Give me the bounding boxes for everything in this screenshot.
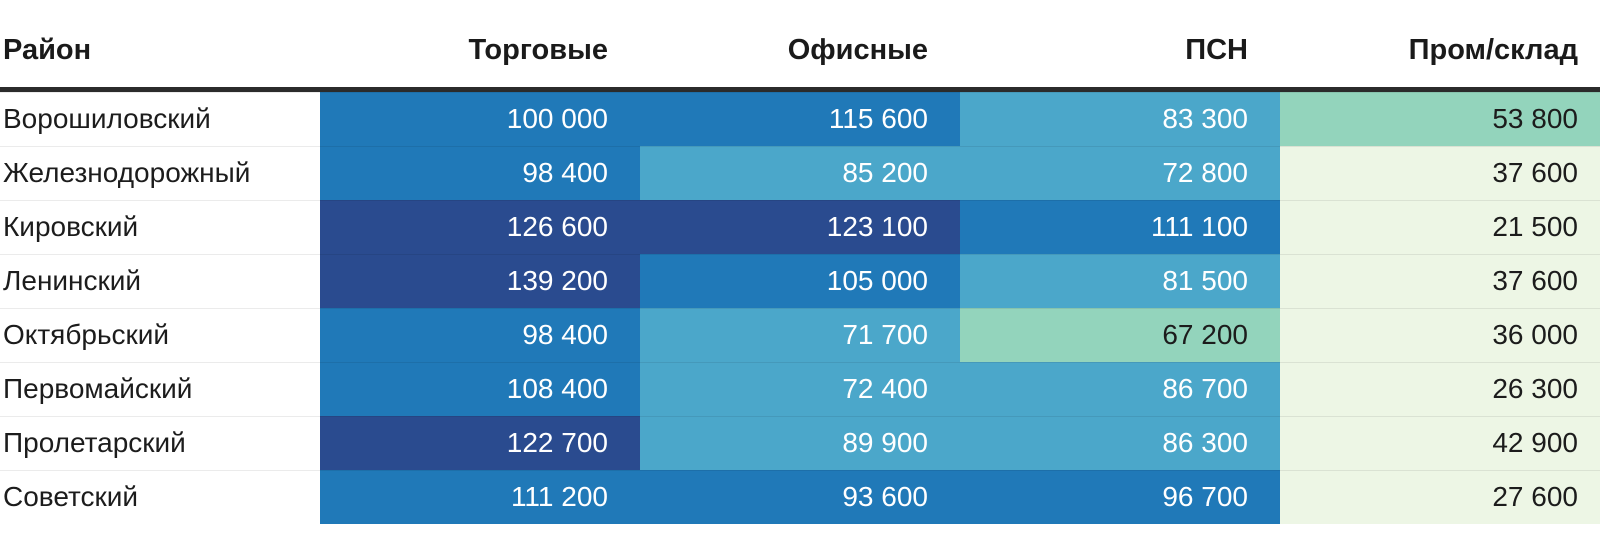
- column-header-retail: Торговые: [468, 34, 608, 66]
- table-row: Первомайский 108 400 72 400 86 700 26 300: [0, 362, 1600, 416]
- table-row: Кировский 126 600 123 100 111 100 21 500: [0, 200, 1600, 254]
- value-cell: 100 000: [320, 92, 640, 146]
- value-cell: 67 200: [960, 308, 1280, 362]
- district-cell: Советский: [0, 470, 320, 524]
- district-cell: Пролетарский: [0, 416, 320, 470]
- value-cell: 81 500: [960, 254, 1280, 308]
- value-cell: 53 800: [1280, 92, 1600, 146]
- district-price-heatmap-table: Район Торговые Офисные ПСН Пром/склад Во…: [0, 0, 1600, 524]
- column-header-district: Район: [3, 34, 92, 66]
- value-cell: 96 700: [960, 470, 1280, 524]
- value-cell: 27 600: [1280, 470, 1600, 524]
- district-cell: Ворошиловский: [0, 92, 320, 146]
- district-cell: Октябрьский: [0, 308, 320, 362]
- value-cell: 108 400: [320, 362, 640, 416]
- value-cell: 111 100: [960, 200, 1280, 254]
- value-cell: 93 600: [640, 470, 960, 524]
- district-cell: Первомайский: [0, 362, 320, 416]
- table-header-row: Район Торговые Офисные ПСН Пром/склад: [0, 0, 1600, 92]
- value-cell: 37 600: [1280, 254, 1600, 308]
- value-cell: 139 200: [320, 254, 640, 308]
- table-row: Ленинский 139 200 105 000 81 500 37 600: [0, 254, 1600, 308]
- column-header-office: Офисные: [787, 34, 928, 66]
- value-cell: 71 700: [640, 308, 960, 362]
- column-header-industrial: Пром/склад: [1408, 34, 1578, 66]
- column-header-psn: ПСН: [1185, 34, 1248, 66]
- district-cell: Кировский: [0, 200, 320, 254]
- table-row: Пролетарский 122 700 89 900 86 300 42 900: [0, 416, 1600, 470]
- value-cell: 115 600: [640, 92, 960, 146]
- table-row: Советский 111 200 93 600 96 700 27 600: [0, 470, 1600, 524]
- value-cell: 123 100: [640, 200, 960, 254]
- table-row: Октябрьский 98 400 71 700 67 200 36 000: [0, 308, 1600, 362]
- value-cell: 111 200: [320, 470, 640, 524]
- value-cell: 21 500: [1280, 200, 1600, 254]
- value-cell: 85 200: [640, 146, 960, 200]
- value-cell: 72 800: [960, 146, 1280, 200]
- value-cell: 122 700: [320, 416, 640, 470]
- value-cell: 36 000: [1280, 308, 1600, 362]
- value-cell: 42 900: [1280, 416, 1600, 470]
- value-cell: 26 300: [1280, 362, 1600, 416]
- value-cell: 89 900: [640, 416, 960, 470]
- table-row: Ворошиловский 100 000 115 600 83 300 53 800: [0, 92, 1600, 146]
- district-cell: Железнодорожный: [0, 146, 320, 200]
- value-cell: 98 400: [320, 308, 640, 362]
- value-cell: 72 400: [640, 362, 960, 416]
- value-cell: 86 300: [960, 416, 1280, 470]
- value-cell: 37 600: [1280, 146, 1600, 200]
- table-body: Ворошиловский 100 000 115 600 83 300 53 800 Ж…: [0, 92, 1600, 524]
- value-cell: 105 000: [640, 254, 960, 308]
- table-row: Железнодорожный 98 400 85 200 72 800 37 600: [0, 146, 1600, 200]
- value-cell: 83 300: [960, 92, 1280, 146]
- value-cell: 126 600: [320, 200, 640, 254]
- value-cell: 86 700: [960, 362, 1280, 416]
- district-cell: Ленинский: [0, 254, 320, 308]
- value-cell: 98 400: [320, 146, 640, 200]
